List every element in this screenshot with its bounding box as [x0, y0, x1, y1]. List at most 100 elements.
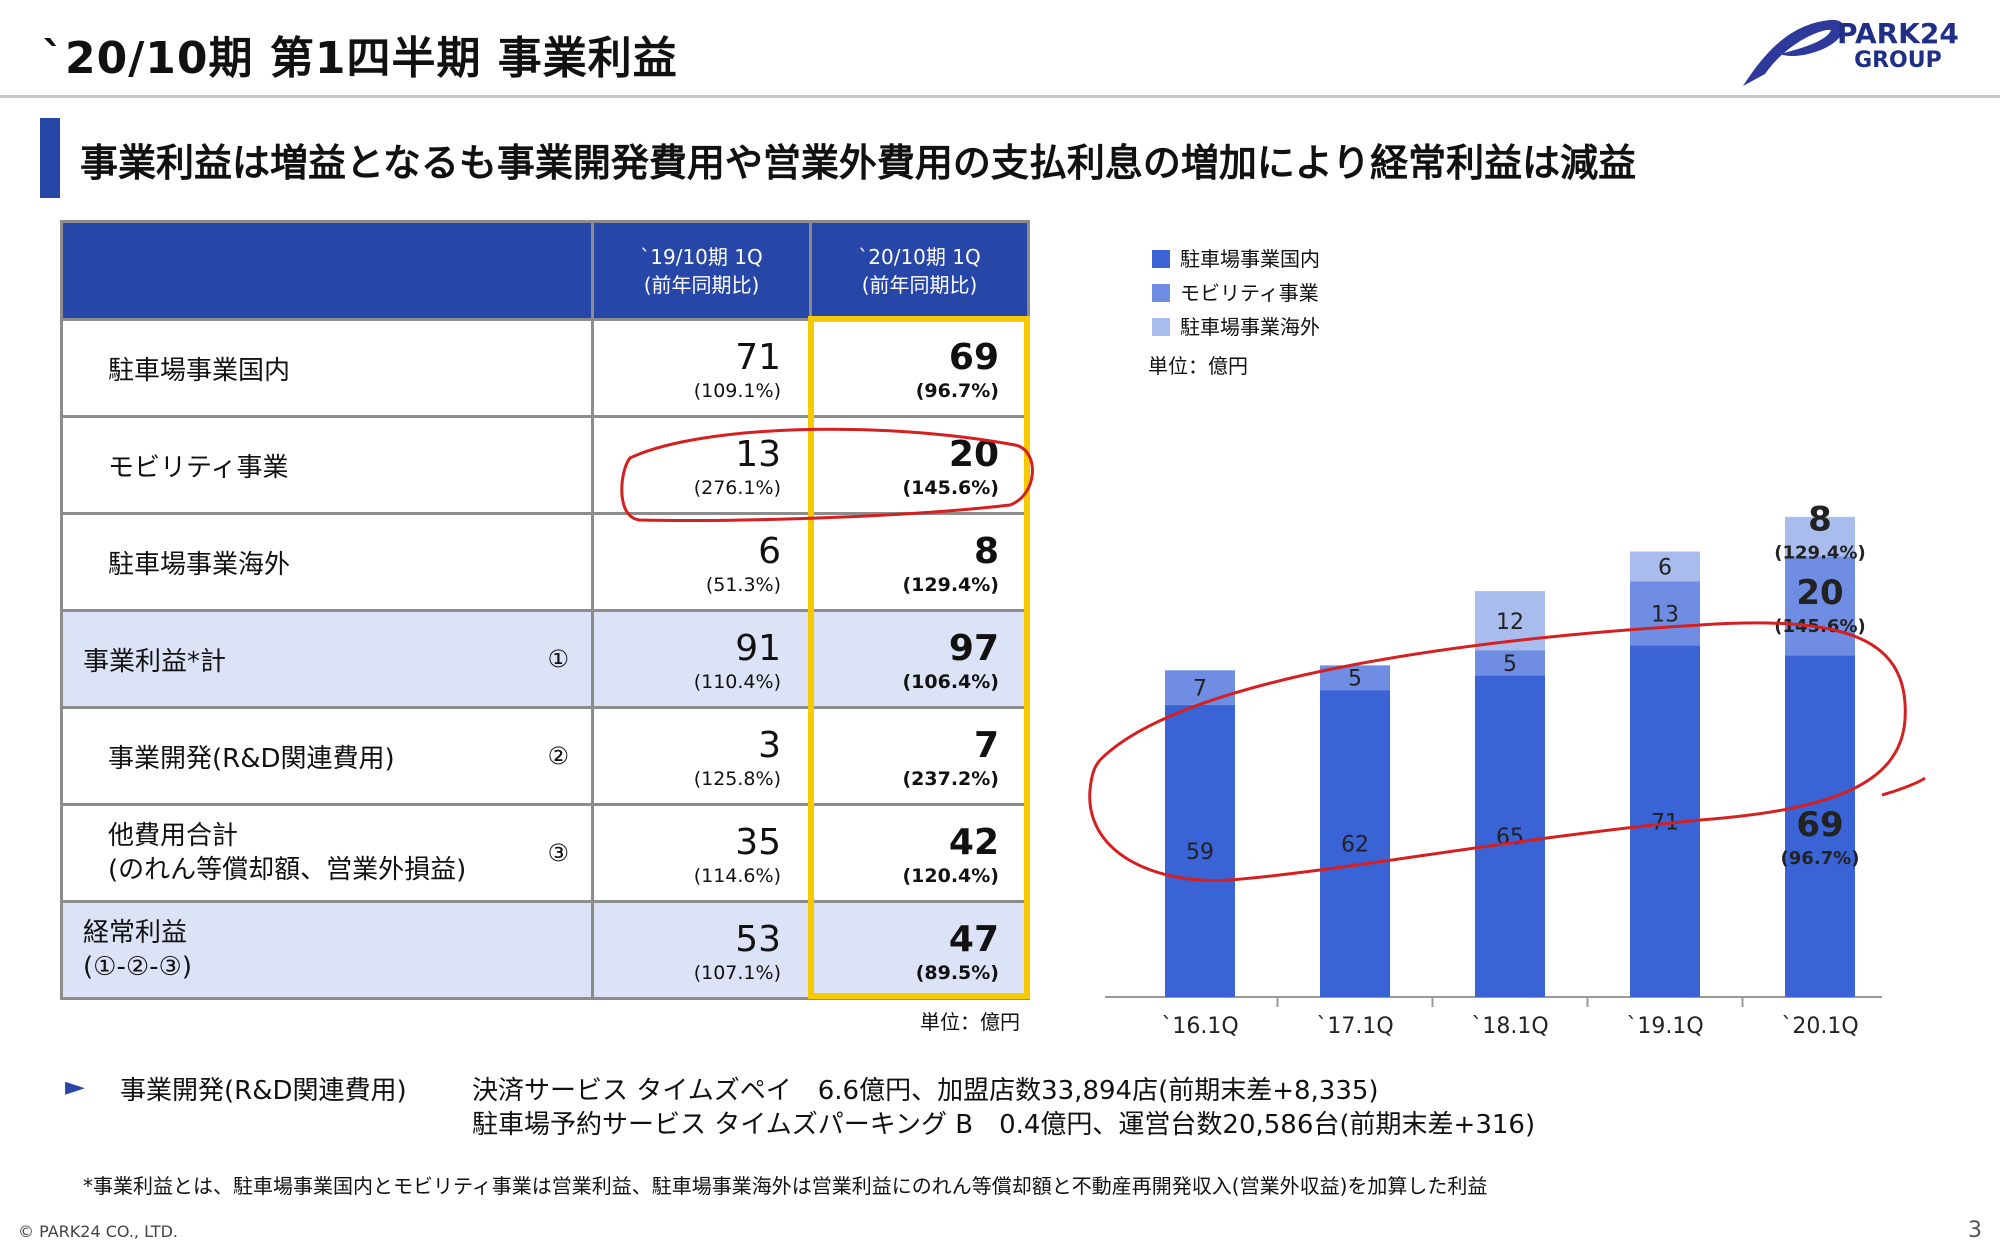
table-header-row: `19/10期 1Q (前年同期比) `20/10期 1Q (前年同期比) — [60, 220, 1030, 321]
bullet-line-2: 駐車場予約サービス タイムズパーキング B 0.4億円、運営台数20,586台(… — [472, 1110, 1536, 1140]
row-label: 事業開発(R&D関連費用) — [108, 743, 395, 774]
x-tick-label: `18.1Q — [1471, 1014, 1548, 1039]
page-title: `20/10期 第1四半期 事業利益 — [42, 33, 678, 84]
row-mark: ③ — [547, 839, 569, 867]
profit-table: `19/10期 1Q (前年同期比) `20/10期 1Q (前年同期比) 駐車… — [60, 220, 1030, 1000]
title-divider — [0, 95, 2000, 98]
data-label: 62 — [1341, 833, 1369, 858]
table-row: 他費用合計 (のれん等償却額、営業外損益) ③ 35 (114.6%) 42 (120.… — [60, 803, 1030, 903]
legend-swatch — [1152, 284, 1170, 302]
percent-label: (96.7%) — [1781, 848, 1860, 869]
header-current-year-sub: (前年同期比) — [861, 272, 978, 297]
current-percent: (120.4%) — [902, 865, 999, 887]
prev-percent: (107.1%) — [693, 962, 781, 984]
current-value: 42 — [948, 822, 999, 863]
current-percent: (129.4%) — [902, 574, 999, 596]
data-label: 13 — [1651, 602, 1679, 627]
x-tick-label: `20.1Q — [1781, 1014, 1858, 1039]
row-label-sub: (のれん等償却額、営業外損益) — [108, 855, 467, 885]
x-tick-label: `19.1Q — [1626, 1014, 1703, 1039]
legend-swatch — [1152, 250, 1170, 268]
current-percent: (96.7%) — [915, 380, 999, 402]
bullet-label: 事業開発(R&D関連費用) — [120, 1076, 407, 1106]
prev-value: 91 — [735, 628, 781, 669]
row-label: 他費用合計 — [108, 821, 239, 851]
row-label: 駐車場事業国内 — [60, 318, 594, 418]
data-label: 7 — [1193, 677, 1207, 702]
legend-label: 駐車場事業海外 — [1180, 315, 1320, 339]
table-row: 事業利益*計 ① 91 (110.4%) 97 (106.4%) — [60, 609, 1030, 709]
header-current-year-label: `20/10期 1Q — [858, 244, 981, 269]
data-label: 12 — [1496, 610, 1524, 635]
subtitle: 事業利益は増益となるも事業開発費用や営業外費用の支払利息の増加により経常利益は減… — [80, 141, 1637, 185]
row-label: 経常利益 — [83, 918, 188, 948]
legend-label: 駐車場事業国内 — [1180, 247, 1320, 271]
chart-legend: 駐車場事業国内 モビリティ事業 駐車場事業海外 — [1152, 242, 1320, 344]
table-row: 駐車場事業国内 71 (109.1%) 69 (96.7%) — [60, 318, 1030, 418]
data-label: 65 — [1496, 825, 1524, 850]
data-label: 6 — [1658, 555, 1672, 580]
row-label-cell: 事業利益*計 ① — [60, 609, 594, 709]
logo-line1: PARK24 — [1837, 17, 1959, 50]
prev-percent: (114.6%) — [693, 865, 781, 887]
logo-line2: GROUP — [1854, 48, 1942, 73]
data-label: 5 — [1503, 652, 1517, 677]
x-tick-label: `16.1Q — [1161, 1014, 1238, 1039]
bullet-arrow-icon: ► — [65, 1072, 85, 1102]
current-percent: (89.5%) — [915, 962, 999, 984]
current-value: 97 — [948, 628, 999, 669]
footnote: *事業利益とは、駐車場事業国内とモビリティ事業は営業利益、駐車場事業海外は営業利… — [83, 1174, 1488, 1198]
row-mark: ① — [547, 645, 569, 673]
legend-item: モビリティ事業 — [1152, 276, 1320, 310]
prev-percent: (125.8%) — [693, 768, 781, 790]
header-current-year: `20/10期 1Q (前年同期比) — [809, 220, 1030, 321]
prev-percent: (276.1%) — [693, 477, 781, 499]
header-empty — [60, 220, 594, 321]
header-prev-year-sub: (前年同期比) — [643, 272, 760, 297]
prev-value: 53 — [735, 919, 781, 960]
current-value: 7 — [973, 725, 999, 766]
percent-label: (129.4%) — [1774, 543, 1865, 564]
table-row: 駐車場事業海外 6 (51.3%) 8 (129.4%) — [60, 512, 1030, 612]
current-year-highlight — [808, 316, 1030, 999]
x-tick-label: `17.1Q — [1316, 1014, 1393, 1039]
header-prev-year: `19/10期 1Q (前年同期比) — [591, 220, 812, 321]
legend-swatch — [1152, 318, 1170, 336]
legend-label: モビリティ事業 — [1180, 281, 1319, 305]
data-label: 5 — [1348, 667, 1362, 692]
bar-segment — [1785, 516, 1855, 557]
prev-percent: (110.4%) — [693, 671, 781, 693]
table-unit: 単位：億円 — [920, 1010, 1020, 1034]
row-label-cell: 経常利益 (①-②-③) — [60, 900, 594, 1000]
table-row: 事業開発(R&D関連費用) ② 3 (125.8%) 7 (237.2%) — [60, 706, 1030, 806]
header-prev-year-label: `19/10期 1Q — [640, 244, 763, 269]
data-label: 8 — [1808, 500, 1832, 540]
logo-text: PARK24 GROUP — [1837, 20, 1959, 74]
data-label: 69 — [1796, 805, 1843, 845]
prev-value: 13 — [735, 434, 781, 475]
row-label-cell: 事業開発(R&D関連費用) ② — [60, 706, 594, 806]
current-value: 8 — [973, 531, 999, 572]
current-value: 69 — [948, 337, 999, 378]
legend-item: 駐車場事業国内 — [1152, 242, 1320, 276]
bar-segment — [1630, 551, 1700, 582]
table-row: 経常利益 (①-②-③) 53 (107.1%) 47 (89.5%) — [60, 900, 1030, 1000]
bullet-line-1: 決済サービス タイムズペイ 6.6億円、加盟店数33,894店(前期末差+8,3… — [472, 1076, 1379, 1106]
chart-unit: 単位：億円 — [1148, 354, 1248, 378]
current-value: 47 — [948, 919, 999, 960]
row-mark: ② — [547, 742, 569, 770]
park24-logo-icon — [1743, 19, 1844, 86]
legend-item: 駐車場事業海外 — [1152, 310, 1320, 344]
prev-value: 3 — [758, 725, 781, 766]
current-percent: (106.4%) — [902, 671, 999, 693]
copyright: © PARK24 CO., LTD. — [18, 1222, 178, 1241]
percent-label: (145.6%) — [1774, 616, 1865, 637]
current-percent: (237.2%) — [902, 768, 999, 790]
row-label-cell: 他費用合計 (のれん等償却額、営業外損益) ③ — [60, 803, 594, 903]
data-label: 59 — [1186, 840, 1214, 865]
stacked-bar-chart: 59 7 `16.1Q 62 5 `17.1Q 65 5 12 `18.1Q 71 13 6 `19.1Q… — [1105, 500, 1882, 1039]
row-label: モビリティ事業 — [60, 415, 594, 515]
prev-percent: (109.1%) — [693, 380, 781, 402]
row-label-sub: (①-②-③) — [83, 952, 192, 982]
data-label: 20 — [1796, 573, 1843, 613]
